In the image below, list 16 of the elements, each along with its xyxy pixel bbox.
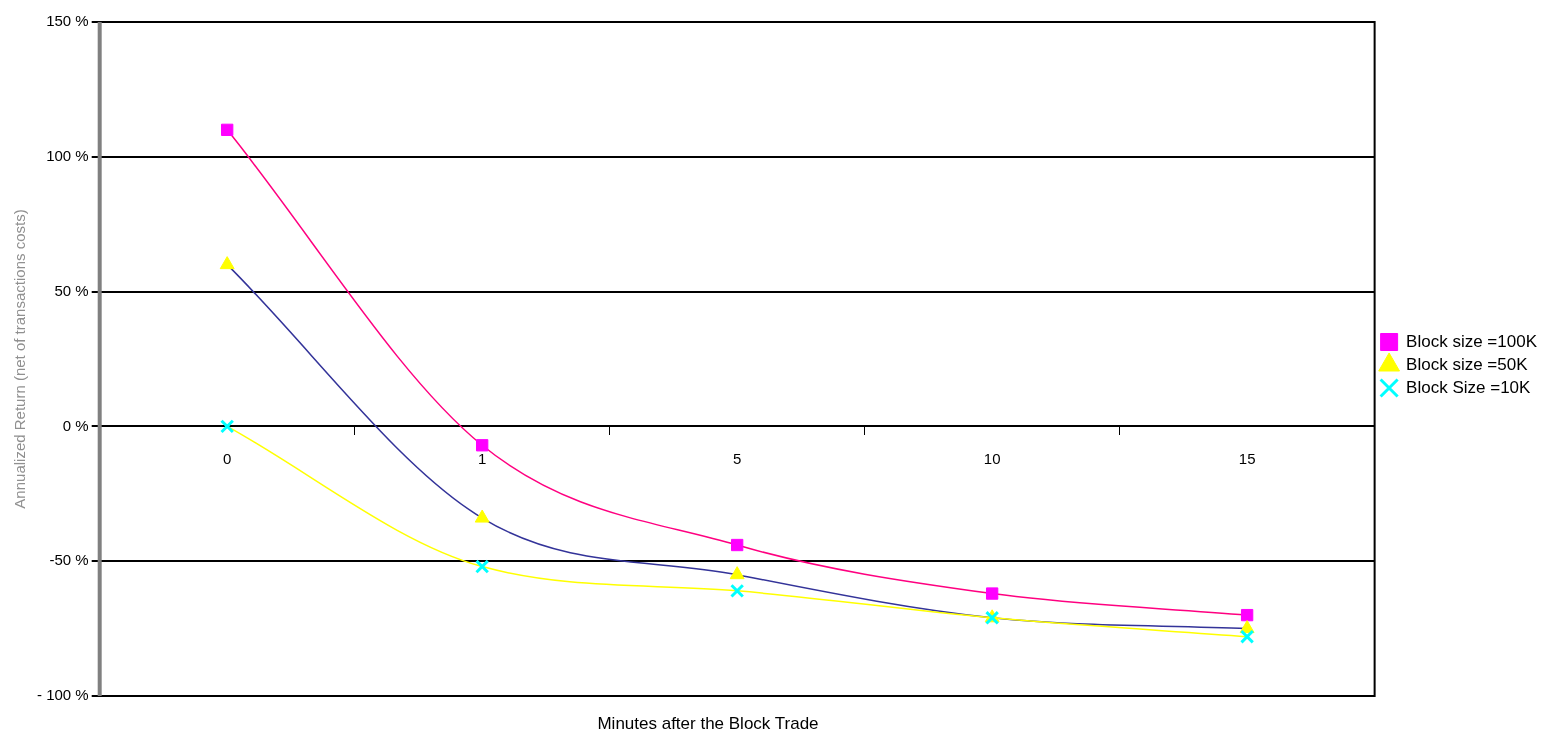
y-tick-label: - 100 % [36, 686, 89, 704]
x-tick-label: 1 [478, 449, 487, 467]
x-tick-label: 0 [223, 449, 232, 467]
legend-label: Block Size =10K [1406, 377, 1532, 397]
x-tick-label: 15 [1238, 449, 1256, 467]
y-tick-label: 0 % [62, 416, 89, 434]
y-tick-label: -50 % [49, 551, 89, 569]
y-tick-label: 150 % [46, 12, 89, 30]
legend-label: Block size =100K [1406, 331, 1538, 351]
y-tick-label: 50 % [54, 281, 89, 299]
legend-label: Block size =50K [1406, 354, 1529, 374]
y-tick-label: 100 % [46, 146, 89, 164]
x-tick-label: 5 [732, 449, 742, 467]
x-tick-label: 10 [983, 449, 1001, 467]
x-axis-title: Minutes after the Block Trade [596, 714, 820, 734]
y-axis-title: Annualized Return (net of transactions costs) [11, 209, 29, 509]
